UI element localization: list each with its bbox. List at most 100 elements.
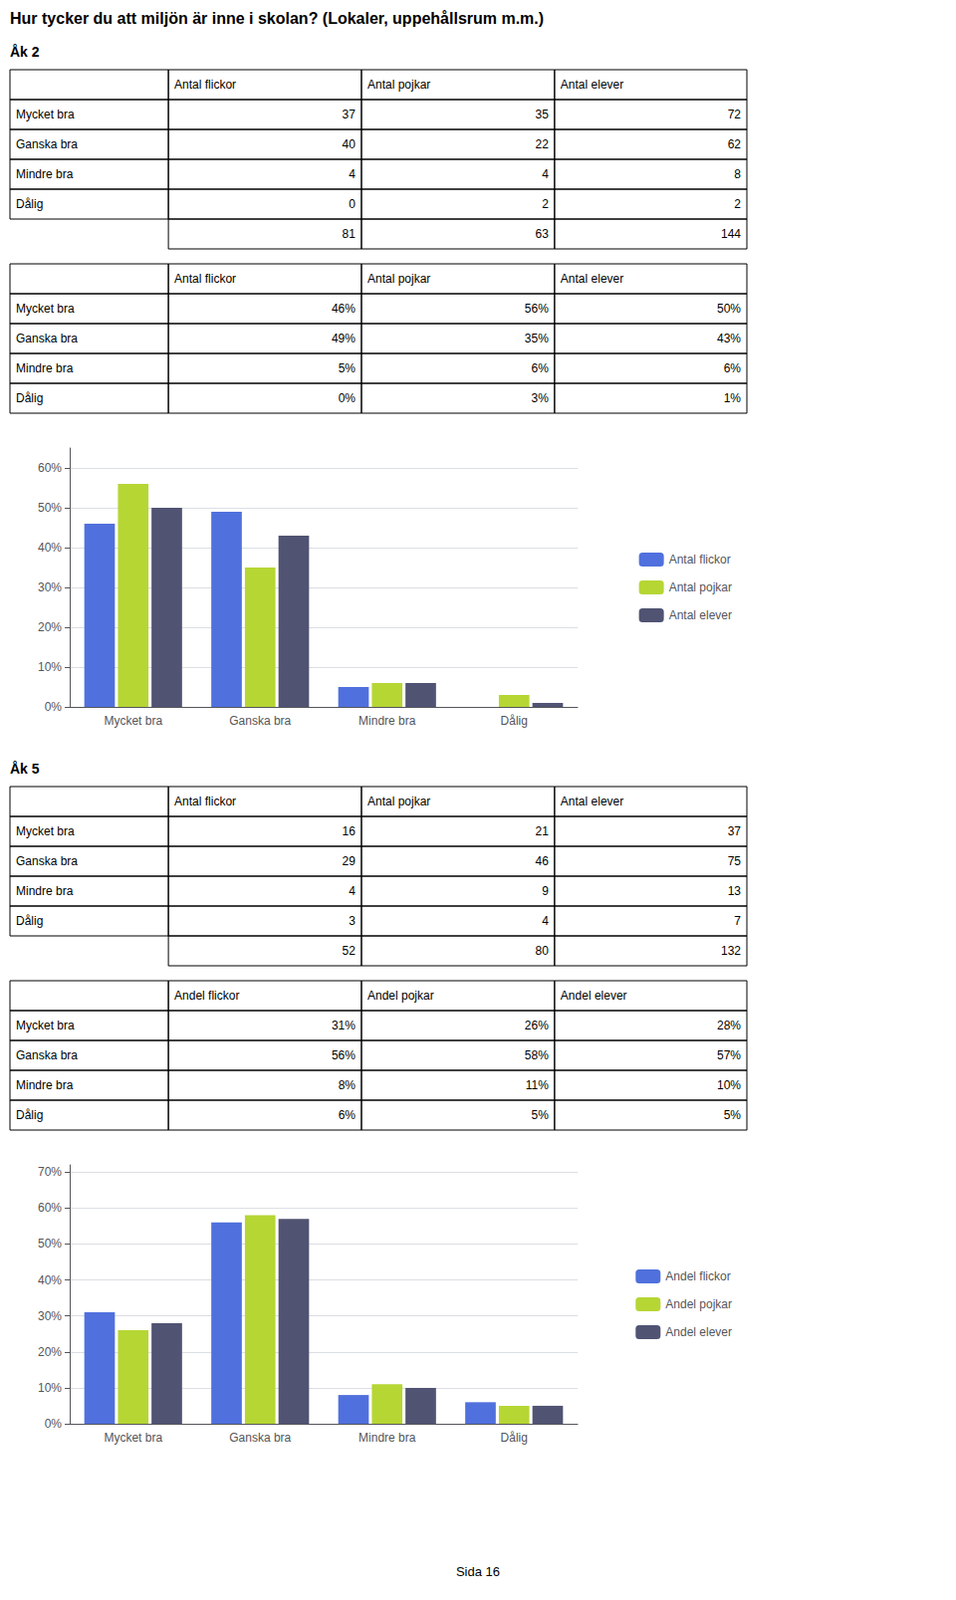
svg-text:28%: 28% <box>717 1018 741 1033</box>
svg-text:Åk 2: Åk 2 <box>9 43 40 60</box>
svg-text:Dålig: Dålig <box>500 1431 528 1445</box>
svg-text:46%: 46% <box>331 301 356 316</box>
svg-text:1%: 1% <box>723 391 742 406</box>
svg-text:3: 3 <box>348 914 356 929</box>
svg-text:Ganska bra: Ganska bra <box>15 137 78 152</box>
svg-text:Mycket bra: Mycket bra <box>103 1431 163 1445</box>
svg-text:20%: 20% <box>37 620 62 635</box>
svg-text:Mindre bra: Mindre bra <box>358 1431 417 1445</box>
svg-text:Dålig: Dålig <box>500 714 528 728</box>
svg-text:20%: 20% <box>37 1345 62 1360</box>
svg-text:Andel pojkar: Andel pojkar <box>367 988 435 1003</box>
svg-text:22: 22 <box>535 137 550 152</box>
svg-text:4: 4 <box>541 914 549 929</box>
svg-text:5%: 5% <box>531 1108 550 1123</box>
svg-text:Mycket bra: Mycket bra <box>15 301 75 316</box>
svg-text:Antal flickor: Antal flickor <box>174 271 237 286</box>
svg-text:Andel elever: Andel elever <box>560 988 628 1003</box>
svg-text:60%: 60% <box>37 461 62 476</box>
svg-text:40%: 40% <box>37 540 62 555</box>
svg-text:Andel flickor: Andel flickor <box>174 988 239 1003</box>
svg-text:26%: 26% <box>524 1018 549 1033</box>
svg-text:5%: 5% <box>338 361 357 376</box>
svg-text:Mycket bra: Mycket bra <box>15 1018 75 1033</box>
svg-text:50%: 50% <box>37 1236 62 1251</box>
svg-text:10%: 10% <box>37 660 62 675</box>
svg-text:81: 81 <box>342 227 357 241</box>
svg-text:Dålig: Dålig <box>15 914 43 929</box>
svg-text:56%: 56% <box>524 301 549 316</box>
svg-text:Dålig: Dålig <box>15 1108 43 1123</box>
svg-text:58%: 58% <box>524 1048 549 1063</box>
svg-text:Antal pojkar: Antal pojkar <box>367 77 431 92</box>
svg-text:Hur tycker du att miljön är in: Hur tycker du att miljön är inne i skola… <box>9 9 544 27</box>
svg-text:Åk 5: Åk 5 <box>9 760 40 777</box>
svg-text:Ganska bra: Ganska bra <box>229 714 291 728</box>
svg-text:Ganska bra: Ganska bra <box>15 331 78 346</box>
svg-text:6%: 6% <box>531 361 550 376</box>
svg-text:Andel pojkar: Andel pojkar <box>665 1297 732 1312</box>
svg-text:5%: 5% <box>723 1108 742 1123</box>
svg-text:4: 4 <box>348 167 356 182</box>
svg-text:29: 29 <box>342 854 357 869</box>
svg-text:80: 80 <box>535 944 550 958</box>
svg-text:Andel flickor: Andel flickor <box>665 1269 730 1284</box>
svg-text:62: 62 <box>727 137 742 152</box>
svg-text:Antal flickor: Antal flickor <box>174 77 237 92</box>
svg-text:Antal elever: Antal elever <box>669 608 732 623</box>
svg-text:Mindre bra: Mindre bra <box>358 714 417 728</box>
svg-text:0%: 0% <box>338 391 357 406</box>
svg-text:Ganska bra: Ganska bra <box>15 1048 78 1063</box>
svg-text:Mindre bra: Mindre bra <box>15 167 74 182</box>
svg-text:Sida 16: Sida 16 <box>456 1564 500 1580</box>
svg-text:4: 4 <box>348 884 356 899</box>
svg-text:2: 2 <box>541 197 549 212</box>
svg-text:57%: 57% <box>717 1048 741 1063</box>
svg-text:Mycket bra: Mycket bra <box>15 107 75 122</box>
svg-text:Antal elever: Antal elever <box>560 271 624 286</box>
svg-text:30%: 30% <box>37 580 62 595</box>
svg-text:8%: 8% <box>338 1078 357 1093</box>
svg-text:Antal flickor: Antal flickor <box>669 552 731 567</box>
svg-text:75: 75 <box>727 854 742 869</box>
svg-text:63: 63 <box>535 227 550 241</box>
svg-text:3%: 3% <box>531 391 550 406</box>
svg-text:50%: 50% <box>717 301 741 316</box>
svg-text:10%: 10% <box>717 1078 741 1093</box>
svg-text:50%: 50% <box>37 500 62 515</box>
svg-text:0: 0 <box>348 197 356 212</box>
svg-text:40: 40 <box>342 137 357 152</box>
svg-text:0%: 0% <box>44 700 63 715</box>
svg-text:Antal pojkar: Antal pojkar <box>367 271 431 286</box>
svg-text:144: 144 <box>720 227 741 241</box>
svg-text:46: 46 <box>535 854 550 869</box>
svg-text:Andel elever: Andel elever <box>665 1325 732 1340</box>
svg-text:16: 16 <box>342 824 357 839</box>
svg-text:52: 52 <box>342 944 357 958</box>
svg-text:40%: 40% <box>37 1273 62 1288</box>
svg-text:43%: 43% <box>717 331 741 346</box>
svg-text:Mindre bra: Mindre bra <box>15 884 74 899</box>
svg-text:2: 2 <box>733 197 741 212</box>
svg-text:Mindre bra: Mindre bra <box>15 361 74 376</box>
svg-text:37: 37 <box>727 824 742 839</box>
svg-text:60%: 60% <box>37 1200 62 1215</box>
svg-text:Antal pojkar: Antal pojkar <box>669 580 732 595</box>
svg-text:Mycket bra: Mycket bra <box>15 824 75 839</box>
svg-text:11%: 11% <box>525 1078 549 1093</box>
svg-text:8: 8 <box>733 167 741 182</box>
svg-text:Mindre bra: Mindre bra <box>15 1078 74 1093</box>
svg-text:49%: 49% <box>331 331 356 346</box>
svg-text:Dålig: Dålig <box>15 391 43 406</box>
svg-text:37: 37 <box>342 107 357 122</box>
svg-text:10%: 10% <box>37 1381 62 1396</box>
svg-text:Ganska bra: Ganska bra <box>15 854 78 869</box>
svg-text:70%: 70% <box>37 1165 62 1180</box>
svg-text:Antal elever: Antal elever <box>560 794 624 809</box>
svg-text:Antal flickor: Antal flickor <box>174 794 237 809</box>
svg-text:4: 4 <box>541 167 549 182</box>
svg-text:31%: 31% <box>331 1018 356 1033</box>
svg-text:56%: 56% <box>331 1048 356 1063</box>
svg-text:13: 13 <box>727 884 742 899</box>
svg-text:Antal pojkar: Antal pojkar <box>367 794 431 809</box>
